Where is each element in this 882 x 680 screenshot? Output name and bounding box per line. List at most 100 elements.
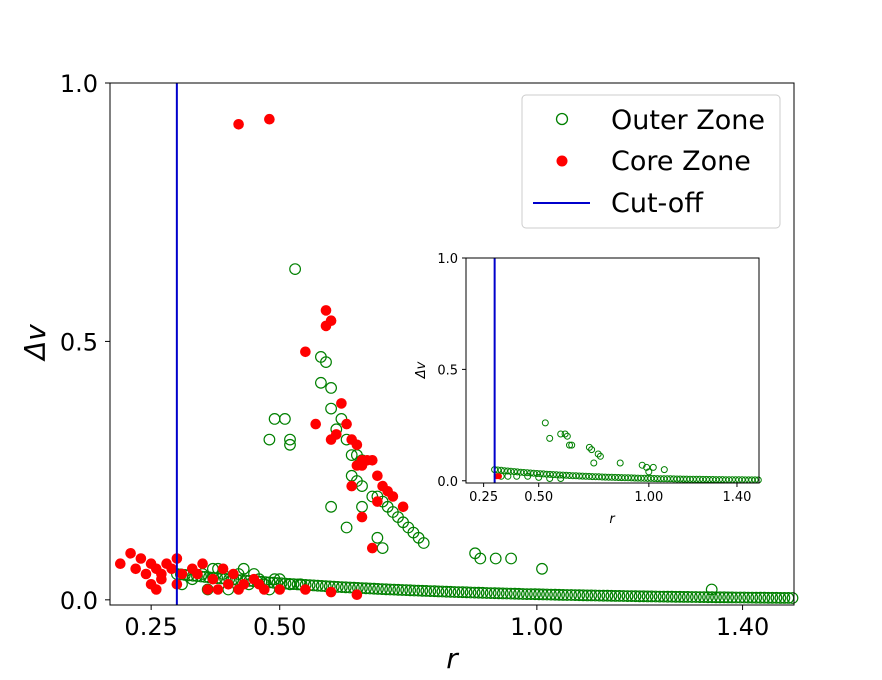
main-core-zone-point (253, 579, 265, 590)
inset-outer-zone-point (527, 469, 534, 477)
main-outer-zone-point (517, 588, 529, 600)
main-outer-zone-point (585, 589, 598, 602)
main-core-zone-point (197, 558, 208, 569)
inset-outer-zone-point (653, 475, 661, 483)
main-core-zone-point (397, 501, 409, 513)
inset-outer-zone-point (575, 472, 583, 480)
main-outer-zone-point (417, 537, 430, 549)
main-outer-zone-point (284, 433, 296, 446)
main-outer-zone-point (460, 586, 473, 599)
main-outer-zone-point (345, 449, 358, 462)
inset-outer-zone-point (663, 475, 671, 483)
main-outer-zone-point (706, 591, 718, 604)
inset-outer-zone-point (611, 473, 619, 481)
main-outer-zone-point (392, 583, 405, 596)
main-outer-zone-point (557, 589, 569, 601)
main-core-zone-point (300, 584, 311, 595)
main-core-zone-point (125, 548, 136, 559)
inset-outer-zone-point (660, 466, 668, 474)
main-outer-zone-point (597, 589, 610, 602)
inset-outer-zone-point (533, 470, 541, 477)
main-outer-zone-point (456, 586, 469, 599)
main-core-zone-point (300, 346, 311, 358)
main-outer-zone-point (609, 590, 622, 602)
main-x-axis-label: r (446, 642, 459, 675)
main-outer-zone-point (601, 589, 614, 602)
main-outer-zone-point (315, 376, 327, 389)
main-core-zone-point (264, 113, 275, 125)
main-outer-zone-point (718, 591, 730, 604)
inset-outer-zone-point (689, 475, 697, 483)
inset-outer-zone-point (594, 450, 602, 458)
main-outer-zone-point (621, 590, 634, 602)
inset-outer-zone-point (699, 475, 707, 483)
main-outer-zone-point (496, 587, 509, 600)
main-outer-zone-point (368, 582, 380, 595)
inset-outer-zone-point (520, 469, 528, 476)
inset-y-tick-label: 0.5 (437, 363, 458, 378)
main-outer-zone-point (690, 591, 702, 603)
main-outer-zone-point (569, 589, 582, 601)
inset-outer-zone-point (596, 452, 604, 460)
main-core-zone-point (346, 480, 358, 492)
main-outer-zone-point (339, 581, 352, 594)
inset-outer-zone-point (649, 463, 657, 471)
inset-outer-zone-point (644, 474, 652, 482)
main-outer-zone-point (605, 589, 618, 602)
inset-outer-zone-point (510, 468, 518, 476)
main-outer-zone-point (311, 579, 324, 592)
main-y-tick-label: 0.0 (60, 587, 98, 615)
main-plot-frame (109, 82, 795, 606)
main-outer-zone-point (440, 585, 453, 598)
main-outer-zone-point (561, 589, 573, 601)
legend-core-zone-label: Core Zone (611, 146, 751, 177)
inset-outer-zone-point (523, 469, 531, 477)
main-core-zone-point (151, 584, 162, 595)
inset-outer-zone-point (500, 467, 508, 475)
main-y-tick-label: 1.0 (60, 70, 98, 98)
main-core-zone-point (320, 320, 332, 332)
main-outer-zone-point (533, 588, 545, 601)
main-outer-zone-point (625, 590, 638, 602)
inset-outer-zone-point (553, 471, 560, 479)
inset-outer-zone-point (637, 474, 645, 482)
main-outer-zone-point (633, 590, 646, 603)
main-core-zone-point (274, 584, 286, 595)
main-outer-zone-point (641, 590, 654, 603)
main-core-zone-point (356, 511, 368, 523)
main-outer-zone-point (505, 552, 518, 565)
main-outer-zone-point (629, 590, 642, 603)
main-outer-zone-point (380, 583, 393, 596)
inset-x-tick-label: 1.00 (634, 490, 663, 505)
main-outer-zone-point (263, 433, 276, 446)
inset-outer-zone-point (588, 473, 596, 481)
inset-outer-zone-point (540, 470, 547, 478)
main-core-zone-point (130, 563, 141, 575)
main-core-zone-point (331, 429, 342, 440)
inset-outer-zone-point (513, 468, 521, 476)
main-core-zone-point (387, 491, 399, 502)
inset-outer-zone-point (624, 474, 632, 482)
main-outer-zone-point (577, 589, 590, 602)
inset-outer-zone-point (645, 468, 653, 476)
main-outer-zone-point (404, 584, 417, 597)
inset-outer-zone-point (546, 470, 554, 478)
main-outer-zone-point (617, 590, 630, 602)
inset-outer-zone-point (566, 472, 573, 479)
inset-outer-zone-point (588, 446, 596, 454)
inset-outer-zone-point (546, 434, 554, 442)
main-data-points (115, 113, 799, 604)
inset-outer-zone-point (569, 472, 577, 480)
main-outer-zone-point (436, 585, 449, 598)
inset-outer-zone-point (579, 472, 586, 480)
main-x-tick-label: 1.00 (510, 613, 563, 641)
legend-outer-zone-label: Outer Zone (611, 105, 765, 136)
inset-outer-zone-point (585, 443, 593, 451)
main-outer-zone-point (360, 582, 372, 595)
inset-outer-zone-point (627, 474, 635, 482)
inset-outer-zone-point (559, 471, 567, 479)
main-core-zone-point (325, 586, 337, 598)
main-outer-zone-point (488, 587, 501, 600)
main-outer-zone-point (661, 590, 674, 603)
